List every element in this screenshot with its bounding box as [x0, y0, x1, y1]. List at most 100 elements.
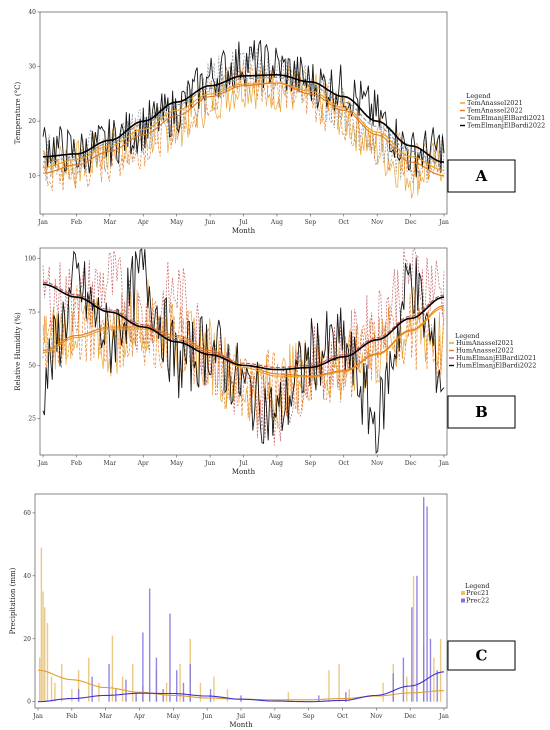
legend-entry: TemElmanjElBardi2021 — [467, 114, 545, 122]
x-tick-label: Sep — [305, 219, 317, 226]
precip-bar-Prec22 — [189, 663, 191, 702]
series-line-TemAnassel2022 — [42, 59, 445, 192]
precip-bar-Prec21 — [287, 692, 290, 702]
precip-bar-Prec22 — [209, 689, 212, 702]
legend-key — [461, 591, 465, 595]
precip-bar-Prec21 — [71, 689, 73, 702]
precip-bar-Prec22 — [155, 657, 158, 702]
x-tick-label: May — [170, 219, 184, 226]
legend-entry: HumAnassel2021 — [456, 339, 514, 347]
precip-bar-Prec21 — [338, 663, 340, 702]
x-tick-label: May — [167, 713, 181, 720]
precip-bar-Prec22 — [392, 673, 394, 702]
precip-bar-Prec21 — [98, 682, 100, 702]
precip-bar-Prec22 — [148, 588, 151, 702]
legend-entry: Prec21 — [466, 589, 489, 597]
series-line-HumAnassel2022 — [42, 285, 445, 420]
precip-bar-Prec21 — [46, 623, 49, 702]
x-tick-label: Nov — [371, 219, 384, 226]
panel-label: C — [476, 647, 488, 665]
precip-bar-Prec21 — [412, 575, 415, 702]
x-tick-label: Sep — [303, 713, 315, 720]
precip-bar-Prec22 — [416, 575, 418, 702]
precip-bar-Prec22 — [240, 695, 242, 702]
x-tick-label: Feb — [71, 219, 82, 226]
precip-bar-Prec21 — [406, 676, 408, 702]
trend-curve-TemElmanjElBardi2022 — [42, 74, 445, 163]
precip-bar-Prec21 — [382, 682, 384, 702]
plot-frame — [34, 493, 448, 709]
precip-bar-Prec21 — [132, 663, 134, 702]
precip-bar-Prec22 — [142, 632, 144, 702]
legend: LegendTemAnassel2021TemAnassel2022TemElm… — [460, 92, 545, 130]
precip-bar-Prec22 — [91, 676, 93, 702]
precip-bar-Prec21 — [50, 676, 53, 702]
legend-entry: TemAnassel2022 — [467, 107, 523, 115]
precip-bar-Prec21 — [77, 670, 80, 702]
precip-bar-Prec22 — [77, 689, 80, 702]
x-tick-label: Oct — [338, 219, 349, 226]
y-tick-label: 50 — [28, 362, 36, 369]
y-tick-label: 20 — [28, 118, 36, 125]
precip-bar-Prec21 — [165, 682, 168, 702]
x-tick-label: Jul — [236, 713, 245, 720]
x-tick-label: Mar — [104, 460, 117, 467]
precip-bar-Prec22 — [162, 689, 164, 702]
x-tick-label: Apr — [133, 713, 145, 720]
precip-bar-Prec22 — [429, 638, 432, 702]
precip-bar-Prec21 — [38, 657, 41, 702]
x-tick-label: Jan — [438, 713, 449, 720]
series-line-TemElmanjElBardi2021 — [42, 45, 445, 184]
legend-title: Legend — [465, 582, 490, 590]
precip-bar-Prec21 — [88, 657, 90, 702]
x-tick-label: Jan — [32, 713, 43, 720]
precip-bar-Prec22 — [402, 657, 405, 702]
precip-bar-Prec22 — [423, 497, 425, 702]
x-tick-label: Nov — [371, 460, 384, 467]
x-tick-label: Feb — [71, 460, 82, 467]
series-line-HumElmanjElBardi2021 — [42, 248, 445, 446]
legend-entry: TemElmanjElBardi2022 — [467, 122, 545, 130]
precip-bar-Prec22 — [345, 692, 347, 702]
trend-curve-TemAnassel2021 — [42, 82, 445, 171]
x-tick-label: Apr — [137, 460, 149, 467]
precip-bar-Prec22 — [182, 682, 185, 702]
legend-title: Legend — [455, 332, 480, 340]
y-tick-label: 60 — [23, 510, 31, 517]
x-tick-label: Dec — [405, 219, 417, 226]
x-tick-label: Jun — [201, 713, 212, 720]
precip-bar-Prec22 — [436, 670, 438, 702]
series-line-TemAnassel2021 — [42, 65, 445, 199]
trend-curve-Prec22 — [37, 671, 445, 703]
legend-title: Legend — [466, 92, 491, 100]
precip-bar-Prec21 — [54, 682, 56, 702]
plot-area — [42, 248, 445, 454]
precip-bar-Prec21 — [433, 657, 435, 702]
legend-entry: HumElmanjElBardi2022 — [456, 362, 536, 370]
y-tick-label: 100 — [25, 256, 37, 263]
precip-bar-Prec22 — [169, 613, 171, 702]
plot-area — [37, 497, 445, 703]
x-tick-label: Feb — [66, 713, 77, 720]
panel-label: A — [475, 167, 488, 185]
precip-bar-Prec21 — [121, 676, 124, 702]
precip-bar-Prec22 — [176, 670, 178, 702]
x-tick-label: Jul — [238, 219, 247, 226]
x-tick-label: Mar — [104, 219, 117, 226]
precip-bar-Prec21 — [179, 663, 181, 702]
precip-bar-Prec21 — [328, 670, 330, 702]
precip-bar-Prec21 — [213, 676, 215, 702]
precip-bar-Prec21 — [60, 663, 63, 702]
y-tick-label: 30 — [28, 64, 36, 71]
x-tick-label: Jan — [37, 460, 48, 467]
x-tick-label: Jul — [238, 460, 247, 467]
x-tick-label: Jun — [204, 219, 215, 226]
y-tick-label: 10 — [28, 173, 36, 180]
x-tick-label: Jun — [204, 460, 215, 467]
y-tick-label: 40 — [23, 573, 31, 580]
x-axis-label: Month — [232, 227, 256, 235]
x-tick-label: Sep — [305, 460, 317, 467]
legend-key — [461, 598, 465, 603]
panel-C: Jan Feb Mar Apr May Jun Jul Aug Sep Oct Nov Dec Jan0… — [9, 493, 516, 729]
